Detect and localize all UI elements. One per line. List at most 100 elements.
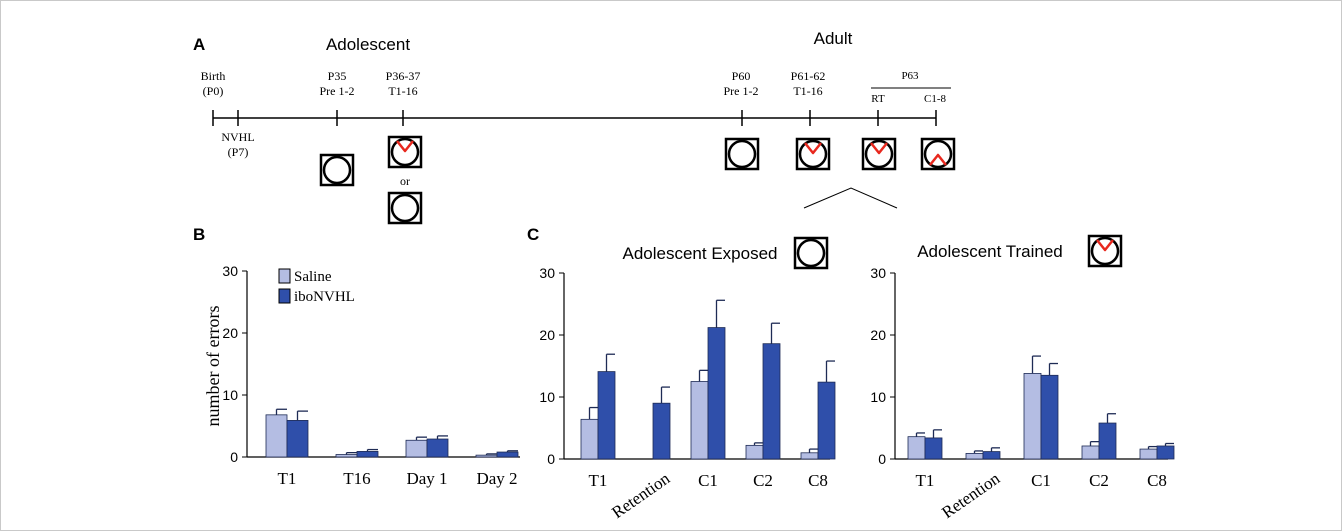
- y-tick-label: 10: [870, 389, 886, 405]
- panel-label-c: C: [527, 225, 539, 244]
- arena-icon-p3637-exposed: [387, 191, 423, 225]
- bar-saline: [1023, 373, 1042, 460]
- event-birth-line2: (P0): [203, 84, 224, 98]
- bar-saline: [800, 452, 819, 460]
- panel-label-b: B: [193, 225, 205, 244]
- v-marker-icon: [396, 140, 414, 153]
- event-p6162-line1: P61-62: [791, 69, 826, 83]
- y-tick-label: 20: [222, 325, 238, 341]
- bar-ibonvhl: [652, 402, 671, 460]
- y-tick-label: 0: [878, 451, 886, 467]
- v-marker-icon: [804, 142, 822, 155]
- event-birth-line1: Birth: [201, 69, 226, 83]
- bar-ibonvhl: [597, 371, 616, 460]
- y-tick-label: 20: [870, 327, 886, 343]
- legend-label-ibonvhl: iboNVHL: [294, 289, 355, 305]
- arena-icon-rt: [861, 137, 897, 171]
- legend-swatch-saline: [278, 268, 291, 284]
- bar-ibonvhl: [356, 451, 379, 458]
- event-nvhl-line2: (P7): [228, 145, 249, 159]
- expansion-bracket: [803, 187, 898, 209]
- chart-title-adolescent-exposed: Adolescent Exposed: [623, 244, 778, 263]
- x-tick-label: C2: [753, 471, 773, 490]
- bar-ibonvhl: [496, 451, 519, 458]
- bar-saline: [475, 454, 498, 458]
- event-c18-label: C1-8: [924, 93, 947, 105]
- arena-icon-title-exposed: [793, 236, 829, 270]
- y-tick-label: 30: [539, 265, 555, 281]
- x-tick-label: C8: [1147, 471, 1167, 490]
- event-p35-line1: P35: [328, 69, 347, 83]
- x-tick-label: T16: [343, 469, 370, 488]
- event-p6162-line2: T1-16: [793, 84, 822, 98]
- x-tick-label: C2: [1089, 471, 1109, 490]
- y-tick-label: 0: [547, 451, 555, 467]
- x-tick-label: T1: [916, 471, 935, 490]
- bar-saline: [1081, 445, 1100, 460]
- event-p35-line2: Pre 1-2: [320, 84, 355, 98]
- v-marker-icon: [1096, 239, 1114, 252]
- arena-icon-c18: [920, 137, 956, 171]
- arena-icon-title-trained: [1087, 234, 1123, 268]
- arena-icon-p35: [319, 153, 355, 187]
- bar-ibonvhl: [982, 451, 1001, 460]
- bar-ibonvhl: [817, 381, 836, 460]
- bar-saline: [580, 418, 599, 460]
- bar-ibonvhl: [924, 437, 943, 460]
- x-tick-label: Retention: [608, 468, 673, 522]
- y-tick-label: 30: [222, 263, 238, 279]
- y-tick-label: 10: [539, 389, 555, 405]
- bar-ibonvhl: [426, 438, 449, 458]
- event-p63-label: P63: [901, 70, 919, 82]
- event-rt-label: RT: [871, 93, 885, 105]
- event-p3637-line1: P36-37: [386, 69, 421, 83]
- y-axis-label-errors: number of errors: [203, 306, 223, 427]
- arena-icon-p60: [724, 137, 760, 171]
- x-tick-label: Day 1: [406, 469, 447, 488]
- arena-icon-p3637-trained: [387, 135, 423, 169]
- timeline-adult-label: Adult: [814, 29, 853, 48]
- bar-saline: [745, 444, 764, 460]
- x-tick-label: T1: [278, 469, 297, 488]
- bar-saline: [335, 454, 358, 458]
- chart-title-adolescent-trained: Adolescent Trained: [917, 242, 1063, 261]
- bar-ibonvhl: [1040, 374, 1059, 460]
- bar-ibonvhl: [707, 327, 726, 460]
- bar-ibonvhl: [1156, 445, 1175, 460]
- bar-chart-1: 0 10 20 30 T1 Retention C1 C2 C8: [539, 265, 836, 522]
- v-marker-icon: [870, 142, 888, 155]
- bar-saline: [405, 439, 428, 458]
- event-p60-line1: P60: [732, 69, 751, 83]
- y-tick-label: 10: [222, 387, 238, 403]
- legend-swatch-ibonvhl: [278, 288, 291, 304]
- event-p3637-line2: T1-16: [388, 84, 417, 98]
- x-tick-label: C1: [698, 471, 718, 490]
- x-tick-label: Day 2: [476, 469, 517, 488]
- bar-saline: [965, 453, 984, 460]
- bar-saline: [1139, 448, 1158, 460]
- panel-label-a: A: [193, 35, 205, 54]
- event-nvhl-line1: NVHL: [221, 130, 254, 144]
- legend-label-saline: Saline: [294, 269, 332, 285]
- x-tick-label: C8: [808, 471, 828, 490]
- x-tick-label: T1: [589, 471, 608, 490]
- y-tick-label: 30: [870, 265, 886, 281]
- bar-saline: [690, 381, 709, 460]
- bar-chart-0: 0 10 20 30 T1 T16 Day 1 Day 2: [222, 263, 520, 488]
- bar-chart-2: 0 10 20 30 T1 Retention C1 C2 C8: [870, 265, 1175, 522]
- arena-icon-p6162: [795, 137, 831, 171]
- y-tick-label: 20: [539, 327, 555, 343]
- bar-ibonvhl: [1098, 422, 1117, 460]
- bar-ibonvhl: [286, 420, 309, 458]
- bar-saline: [265, 414, 288, 458]
- timeline-adolescent-label: Adolescent: [326, 35, 410, 54]
- y-tick-label: 0: [230, 449, 238, 465]
- x-tick-label: C1: [1031, 471, 1051, 490]
- bar-saline: [907, 436, 926, 460]
- bar-ibonvhl: [762, 343, 781, 460]
- x-tick-label: Retention: [938, 468, 1003, 522]
- or-label: or: [400, 174, 410, 188]
- timeline-ticks: [212, 110, 937, 126]
